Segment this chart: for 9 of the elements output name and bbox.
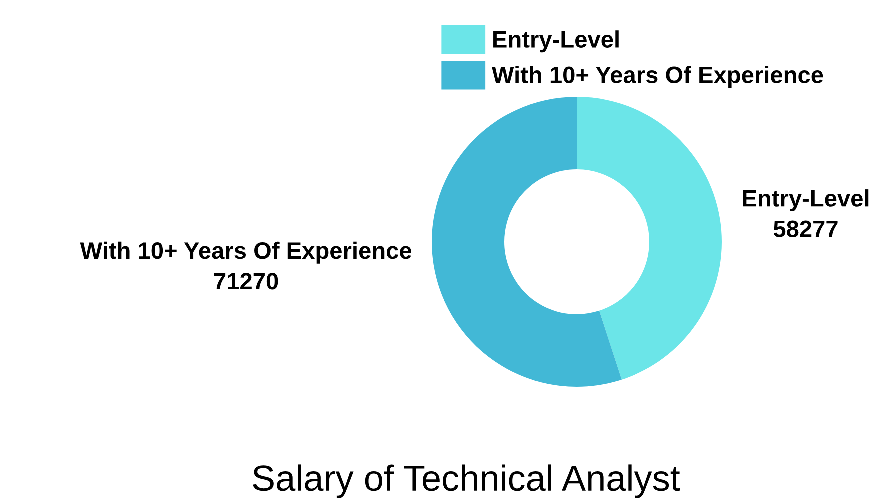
slice-label: Entry-Level (743, 190, 869, 212)
slice-label: With 10+ Years Of Experience (80, 242, 412, 264)
legend-label: With 10+ Years Of Experience (492, 66, 824, 88)
data-label: 58277 (774, 220, 838, 238)
donut-slice (432, 97, 622, 387)
text: Salary of Technical Analyst (253, 464, 680, 498)
data-label: 71270 (214, 273, 278, 290)
donut-slice (577, 97, 722, 380)
legend-label: Entry-Level (494, 30, 619, 53)
